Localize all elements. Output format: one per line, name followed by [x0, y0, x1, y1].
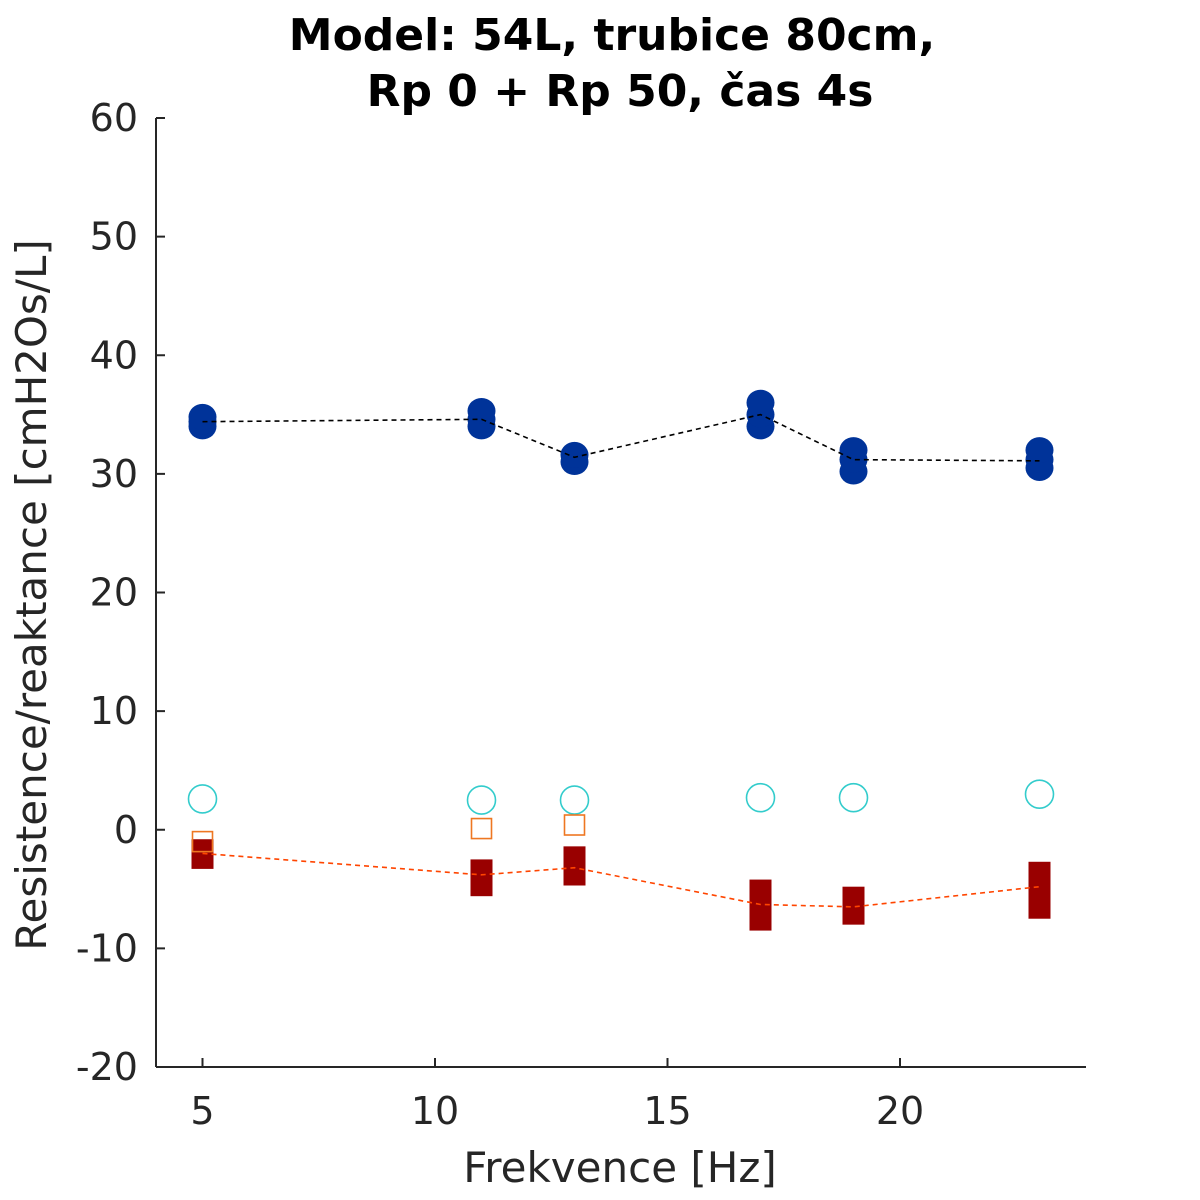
reactance-bar [842, 886, 865, 925]
y-axis-label: Resistence/reaktance [cmH2Os/L] [7, 239, 56, 951]
resistance-point [746, 389, 775, 416]
y-tick-label: 20 [90, 571, 138, 615]
resistance-point [467, 398, 496, 425]
open-circle-point [559, 785, 590, 815]
y-tick-label: 10 [90, 689, 138, 733]
open-square-point [470, 817, 493, 840]
y-tick-label: 30 [90, 452, 138, 496]
y-tick-label: 50 [90, 215, 138, 259]
y-tick-label: 40 [90, 333, 138, 377]
plot-area [187, 389, 1055, 931]
open-square-point [563, 814, 586, 836]
y-tick-label: 60 [90, 96, 138, 140]
resistance-point [188, 403, 217, 430]
x-axis-label: Frekvence [Hz] [463, 1143, 777, 1192]
x-axis-ticks: 5 10 15 20 [190, 1058, 924, 1133]
resistance-mean-line [202, 413, 1040, 462]
resistance-point [560, 441, 589, 468]
chart-title-line-1: Model: 54L, trubice 80cm, [289, 10, 935, 61]
resistance-point [839, 437, 868, 464]
x-tick-label: 20 [876, 1089, 924, 1133]
chart-title-line-2: Rp 0 + Rp 50, čas 4s [367, 66, 874, 117]
y-tick-label: -10 [76, 926, 138, 970]
reactance-bar [1028, 861, 1051, 919]
x-tick-label: 5 [190, 1089, 214, 1133]
reactance-bar [470, 859, 493, 897]
open-circle-point [1024, 779, 1055, 809]
reactance-bar [563, 846, 586, 886]
x-tick-label: 15 [643, 1089, 691, 1133]
y-tick-label: -20 [76, 1045, 138, 1089]
resistance-point [1025, 437, 1054, 464]
open-square-point [191, 830, 214, 853]
y-axis-ticks: -20 -10 0 10 20 30 40 50 60 [76, 96, 165, 1089]
open-circle-point [466, 785, 497, 815]
open-circle-point [745, 782, 776, 813]
x-tick-label: 10 [411, 1089, 459, 1133]
open-circle-point [187, 784, 218, 814]
y-tick-label: 0 [114, 808, 138, 852]
reactance-mean-line [202, 852, 1040, 908]
open-circle-point [838, 782, 869, 813]
